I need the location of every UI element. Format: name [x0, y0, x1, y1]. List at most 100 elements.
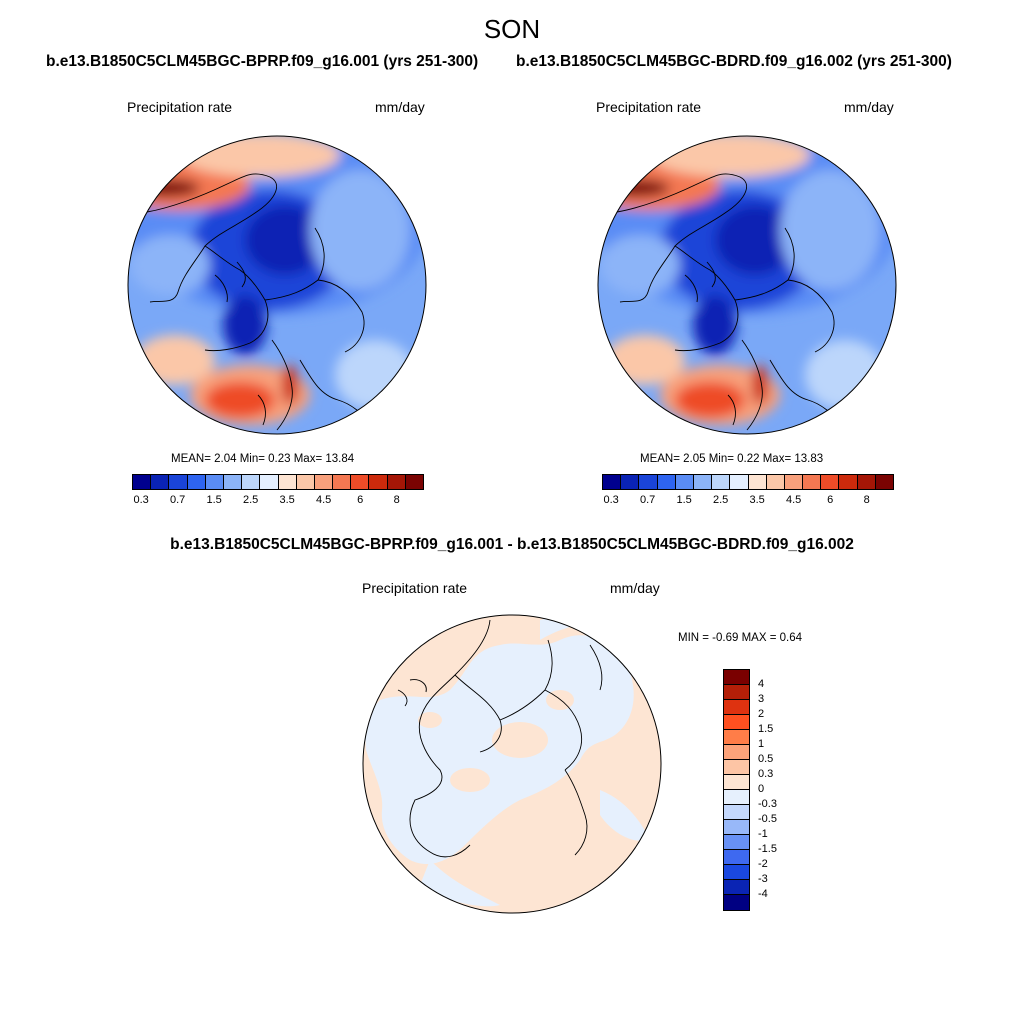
- diff-stats: MIN = -0.69 MAX = 0.64: [678, 632, 803, 644]
- colorbar-swatch: [724, 670, 749, 685]
- colorbar-swatch: [314, 475, 334, 489]
- colorbar-swatch: [387, 475, 406, 489]
- colorbar-tick-label: -1: [758, 828, 768, 840]
- colorbar-swatch: [639, 475, 658, 489]
- colorbar-swatch: [169, 475, 188, 489]
- colorbar-tick-label: 1: [758, 738, 765, 750]
- colorbar-swatch: [724, 760, 749, 775]
- colorbar-swatch: [724, 700, 749, 715]
- colorbar-tick-label: 4.5: [785, 494, 802, 506]
- colorbar-swatch: [839, 475, 858, 489]
- colorbar-swatch: [242, 475, 261, 489]
- colorbar-swatch: [133, 475, 152, 489]
- colorbar-tick-label: 8: [863, 494, 870, 506]
- colorbar-swatch: [724, 865, 749, 880]
- panel-b-units: mm/day: [844, 99, 894, 115]
- colorbar-swatch: [821, 475, 840, 489]
- case-b-title: b.e13.B1850C5CLM45BGC-BDRD.f09_g16.002 (…: [516, 53, 952, 70]
- colorbar-swatch: [730, 475, 749, 489]
- colorbar-swatch: [693, 475, 713, 489]
- panel-b-stats: MEAN= 2.05 Min= 0.22 Max= 13.83: [640, 453, 824, 465]
- colorbar-tick-label: 1.5: [676, 494, 692, 506]
- colorbar-swatch: [724, 730, 749, 745]
- season-title: SON: [483, 14, 541, 44]
- diff-units: mm/day: [610, 580, 660, 596]
- colorbar-swatch: [187, 475, 206, 489]
- colorbar-tick-label: 0.7: [169, 494, 186, 506]
- colorbar-swatch: [369, 475, 388, 489]
- diff-border: [362, 614, 662, 914]
- panel-a-variable: Precipitation rate: [127, 99, 233, 115]
- colorbar-tick-label: 0: [758, 783, 765, 795]
- colorbar-tick-label: 2.5: [712, 494, 729, 506]
- colorbar-swatch: [724, 850, 749, 865]
- colorbar-swatch: [875, 475, 893, 489]
- case-a-title: b.e13.B1850C5CLM45BGC-BPRP.f09_g16.001 (…: [46, 53, 479, 70]
- colorbar-tick-label: -3: [758, 873, 768, 885]
- panel-b-colorbar: [602, 474, 894, 490]
- colorbar-tick-label: 2: [758, 708, 765, 720]
- colorbar-tick-label: 4.5: [315, 494, 332, 506]
- colorbar-tick-label: -4: [758, 888, 768, 900]
- colorbar-swatch: [766, 475, 785, 489]
- panel-b-field: [598, 136, 896, 434]
- diff-colorbar: [723, 669, 750, 911]
- colorbar-swatch: [724, 715, 749, 730]
- colorbar-swatch: [675, 475, 694, 489]
- colorbar-swatch: [724, 790, 749, 805]
- colorbar-tick-label: 2.5: [242, 494, 259, 506]
- colorbar-swatch: [296, 475, 315, 489]
- colorbar-tick-label: 8: [393, 494, 400, 506]
- diff-field: [363, 615, 661, 913]
- colorbar-swatch: [724, 895, 749, 910]
- colorbar-swatch: [405, 475, 423, 489]
- colorbar-tick-label: 3.5: [749, 494, 765, 506]
- colorbar-tick-label: 3: [758, 693, 765, 705]
- colorbar-swatch: [333, 475, 352, 489]
- colorbar-tick-label: 0.3: [133, 494, 149, 506]
- colorbar-swatch: [278, 475, 297, 489]
- colorbar-swatch: [205, 475, 224, 489]
- colorbar-swatch: [724, 685, 749, 700]
- colorbar-swatch: [724, 880, 749, 895]
- colorbar-swatch: [621, 475, 640, 489]
- colorbar-swatch: [724, 745, 749, 760]
- diff-variable: Precipitation rate: [362, 580, 468, 596]
- colorbar-swatch: [724, 805, 749, 820]
- panel-a-stats: MEAN= 2.04 Min= 0.23 Max= 13.84: [171, 453, 355, 465]
- colorbar-swatch: [223, 475, 243, 489]
- panel-a-units: mm/day: [375, 99, 425, 115]
- colorbar-tick-label: 1.5: [206, 494, 222, 506]
- colorbar-swatch: [784, 475, 804, 489]
- colorbar-tick-label: 4: [758, 678, 765, 690]
- colorbar-tick-label: 3.5: [279, 494, 295, 506]
- colorbar-swatch: [712, 475, 731, 489]
- colorbar-tick-label: 1.5: [758, 723, 774, 735]
- colorbar-swatch: [260, 475, 279, 489]
- colorbar-swatch: [657, 475, 676, 489]
- colorbar-tick-label: 0.3: [758, 768, 774, 780]
- colorbar-tick-label: 6: [357, 494, 364, 506]
- panel-b-border: [597, 135, 897, 435]
- diff-title: b.e13.B1850C5CLM45BGC-BPRP.f09_g16.001 -…: [170, 536, 854, 553]
- colorbar-swatch: [724, 775, 749, 790]
- colorbar-tick-label: -0.5: [758, 813, 777, 825]
- colorbar-swatch: [151, 475, 170, 489]
- panel-b-variable: Precipitation rate: [596, 99, 702, 115]
- colorbar-tick-label: -2: [758, 858, 768, 870]
- colorbar-tick-label: 0.7: [639, 494, 656, 506]
- colorbar-swatch: [603, 475, 622, 489]
- panel-a-field: [128, 136, 426, 434]
- colorbar-tick-label: 0.3: [603, 494, 619, 506]
- panel-a-colorbar: [132, 474, 424, 490]
- colorbar-swatch: [748, 475, 767, 489]
- colorbar-tick-label: -0.3: [758, 798, 777, 810]
- colorbar-tick-label: -1.5: [758, 843, 777, 855]
- colorbar-tick-label: 0.5: [758, 753, 774, 765]
- diff-coastlines: [397, 619, 603, 858]
- colorbar-swatch: [724, 820, 749, 835]
- panel-a-border: [127, 135, 427, 435]
